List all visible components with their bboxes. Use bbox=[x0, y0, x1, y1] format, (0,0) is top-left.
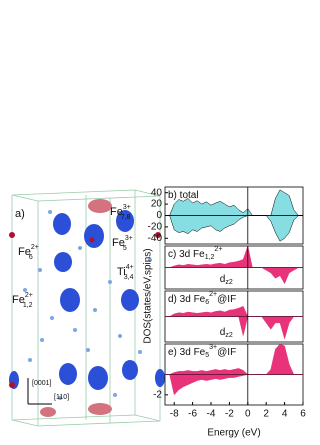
label: Fe2+ 6 bbox=[18, 244, 39, 261]
title-part: @IF bbox=[217, 294, 236, 305]
panel-title: c) 3d Fe1,22+ bbox=[168, 246, 222, 261]
title-part: c) 3d Fe bbox=[168, 249, 205, 260]
label: Ti4+ 3,4 bbox=[117, 264, 134, 281]
title-part: 6 bbox=[205, 299, 209, 306]
dos-area bbox=[165, 189, 303, 216]
title-part: 2+ bbox=[214, 246, 222, 253]
label: Fe2+ 1,2 bbox=[12, 292, 33, 309]
x-tick-label: -6 bbox=[188, 409, 197, 420]
y-tick-label: -2 bbox=[153, 389, 162, 400]
annotation: dz2 bbox=[220, 274, 233, 286]
title-part: 2+ bbox=[209, 291, 217, 298]
x-tick-label: 4 bbox=[282, 409, 288, 420]
crystal-structure bbox=[11, 189, 161, 427]
orbital-blobs bbox=[9, 210, 165, 390]
x-tick-label: -2 bbox=[225, 409, 234, 420]
dos-area bbox=[165, 267, 303, 285]
y-tick-label: -40 bbox=[148, 233, 163, 244]
y-tick-label: -20 bbox=[148, 222, 163, 233]
title-part: d) 3d Fe bbox=[168, 294, 206, 305]
x-tick-label: -4 bbox=[207, 409, 216, 420]
annotation-sub: z2 bbox=[225, 279, 233, 286]
x-axis-label: Energy (eV) bbox=[207, 428, 260, 439]
dos-area bbox=[165, 374, 303, 396]
structure-labels: a) Fe3+ 7,8 Fe3+ 5 Fe2+ 6 Ti4+ 3,4 Fe2+ 1,2 [… bbox=[12, 204, 134, 401]
title-part: e) 3d Fe bbox=[168, 347, 206, 358]
annotation-text: d bbox=[220, 274, 226, 285]
x-tick-label: 2 bbox=[263, 409, 269, 420]
y-tick-label: 0 bbox=[156, 210, 162, 221]
dos-area bbox=[165, 343, 303, 375]
panel-title: d) 3d Fe62+@IF bbox=[168, 291, 236, 306]
y-tick-label: 40 bbox=[151, 187, 163, 198]
annotation-sub: z2 bbox=[225, 332, 233, 339]
panel-title: e) 3d Fe53+@IF bbox=[168, 344, 236, 359]
atoms bbox=[23, 210, 152, 400]
x-tick-label: 0 bbox=[245, 409, 251, 420]
label: a) bbox=[15, 208, 25, 220]
x-tick-label: -8 bbox=[170, 409, 179, 420]
dos-area bbox=[165, 305, 303, 317]
label: [0001] bbox=[32, 380, 52, 387]
title-part: @IF bbox=[217, 347, 236, 358]
dos-area bbox=[165, 316, 303, 340]
axes-arrows bbox=[27, 378, 52, 405]
title-part: 3+ bbox=[209, 344, 217, 351]
annotation-text: d bbox=[220, 327, 226, 338]
title-part: b) total bbox=[168, 190, 199, 201]
panel-title: b) total bbox=[168, 190, 199, 201]
title-part: 1,2 bbox=[205, 254, 215, 261]
y-axis-label: DOS(states/eV,spins) bbox=[143, 248, 154, 343]
label: Fe3+ 7,8 bbox=[110, 204, 131, 221]
label: [110] bbox=[54, 394, 69, 401]
dos-area bbox=[165, 215, 303, 242]
label: Fe3+ 5 bbox=[112, 235, 133, 252]
title-part: 5 bbox=[205, 352, 209, 359]
x-tick-label: 6 bbox=[300, 409, 306, 420]
pink-blobs bbox=[9, 199, 161, 417]
annotation: dz2 bbox=[220, 327, 233, 339]
y-tick-label: 20 bbox=[151, 199, 163, 210]
